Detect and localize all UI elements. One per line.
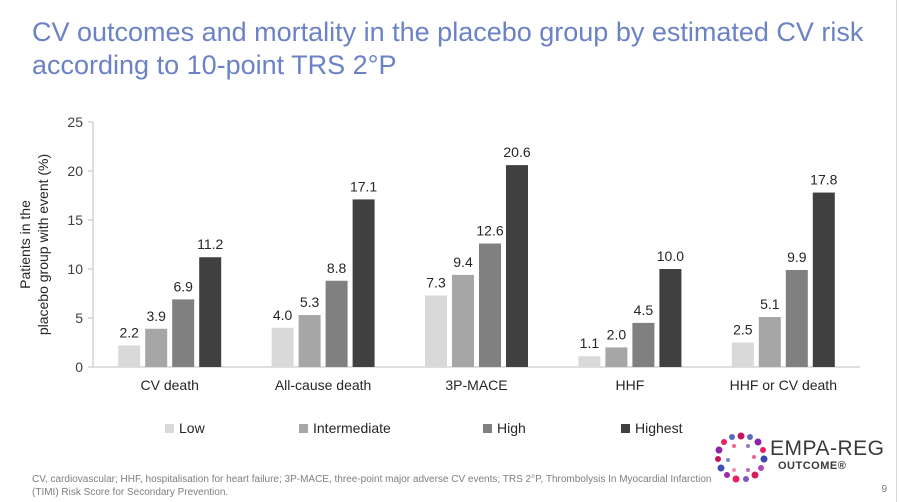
data-label: 12.6 bbox=[476, 223, 503, 239]
data-label: 2.0 bbox=[607, 326, 627, 342]
legend-item-intermediate: Intermediate bbox=[299, 420, 391, 436]
legend-swatch bbox=[299, 423, 308, 433]
bar-high bbox=[785, 269, 808, 367]
data-label: 5.1 bbox=[760, 296, 780, 312]
x-category-label: HHF bbox=[616, 377, 645, 393]
bar-low bbox=[271, 327, 294, 367]
y-tick-label: 15 bbox=[67, 212, 83, 228]
y-tick-label: 10 bbox=[67, 261, 83, 277]
y-tick-label: 5 bbox=[75, 310, 83, 326]
chart-legend: Low Intermediate High Highest bbox=[165, 420, 725, 440]
bar-intermediate bbox=[452, 274, 474, 367]
y-tick-label: 25 bbox=[67, 114, 83, 130]
legend-swatch bbox=[621, 423, 630, 433]
y-tick-label: 20 bbox=[67, 163, 83, 179]
bar-high bbox=[632, 322, 655, 367]
bar-highest bbox=[812, 192, 835, 367]
data-label: 20.6 bbox=[503, 144, 530, 160]
bar-highest bbox=[199, 257, 222, 367]
bar-chart: 0 5 10 15 20 25 Patients in the placebo group w… bbox=[17, 114, 860, 393]
bar-high bbox=[325, 280, 348, 367]
legend-label: Intermediate bbox=[313, 420, 391, 436]
data-label: 8.8 bbox=[327, 260, 347, 276]
legend-swatch bbox=[483, 423, 492, 433]
data-label: 2.2 bbox=[119, 324, 139, 340]
bar-highest bbox=[506, 165, 528, 367]
data-label: 4.0 bbox=[273, 307, 293, 323]
logo-name: EMPA-REG bbox=[770, 437, 885, 460]
data-label: 6.9 bbox=[173, 278, 193, 294]
bar-intermediate bbox=[145, 328, 168, 367]
legend-item-low: Low bbox=[165, 420, 205, 436]
data-label: 10.0 bbox=[657, 248, 684, 264]
logo-subtitle: OUTCOME® bbox=[778, 460, 847, 472]
data-label: 2.5 bbox=[733, 322, 753, 338]
data-label: 4.5 bbox=[634, 302, 654, 318]
slide-title: CV outcomes and mortality in the placebo… bbox=[32, 17, 864, 80]
logo-dots-icon bbox=[715, 432, 768, 483]
x-category-label: 3P-MACE bbox=[445, 377, 507, 393]
y-tick-label: 0 bbox=[75, 359, 83, 375]
footnote: CV, cardiovascular; HHF, hospitalisation… bbox=[32, 474, 712, 498]
right-edge-divider bbox=[896, 0, 897, 502]
x-category-label: HHF or CV death bbox=[730, 377, 837, 393]
bar-low bbox=[118, 345, 141, 367]
x-category-label: CV death bbox=[141, 377, 199, 393]
legend-label: Low bbox=[179, 420, 205, 436]
data-label: 5.3 bbox=[300, 294, 320, 310]
bar-intermediate bbox=[298, 315, 321, 367]
bar-intermediate bbox=[605, 347, 628, 367]
data-label: 17.8 bbox=[810, 172, 837, 188]
data-label: 11.2 bbox=[197, 236, 223, 252]
legend-item-high: High bbox=[483, 420, 526, 436]
data-label: 1.1 bbox=[580, 335, 600, 351]
bar-high bbox=[479, 243, 501, 367]
empa-reg-logo: EMPA-REG OUTCOME® bbox=[712, 430, 892, 485]
bar-high bbox=[172, 299, 195, 367]
y-axis-label: Patients in the bbox=[17, 200, 33, 289]
bar-low bbox=[425, 295, 447, 367]
y-axis-label: placebo group with event (%) bbox=[35, 154, 51, 335]
page-number: 9 bbox=[881, 484, 887, 495]
legend-item-highest: Highest bbox=[621, 420, 682, 436]
x-category-label: All-cause death bbox=[275, 377, 372, 393]
bar-highest bbox=[352, 199, 375, 367]
data-label: 7.3 bbox=[426, 274, 446, 290]
legend-label: Highest bbox=[635, 420, 683, 436]
data-label: 9.4 bbox=[453, 254, 473, 270]
bar-low bbox=[578, 356, 601, 367]
bar-highest bbox=[659, 269, 682, 367]
data-label: 17.1 bbox=[350, 178, 377, 194]
bar-intermediate bbox=[758, 317, 781, 367]
bar-low bbox=[731, 342, 754, 367]
data-label: 3.9 bbox=[146, 308, 166, 324]
legend-label: High bbox=[497, 420, 526, 436]
data-label: 9.9 bbox=[787, 249, 807, 265]
legend-swatch bbox=[165, 423, 174, 433]
